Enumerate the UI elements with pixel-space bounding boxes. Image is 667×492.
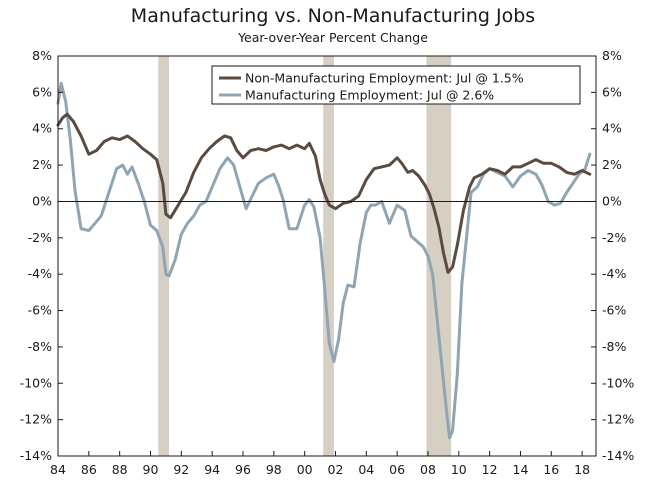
y-tick-label-right: 6% (602, 84, 622, 99)
x-tick-label: 88 (112, 462, 128, 477)
y-tick-label-left: -4% (28, 266, 52, 281)
x-tick-label: 00 (297, 462, 313, 477)
x-tick-label: 04 (358, 462, 374, 477)
recession-band-2 (426, 56, 452, 456)
x-tick-label: 86 (81, 462, 97, 477)
y-tick-label-left: -6% (28, 303, 52, 318)
chart-title: Manufacturing vs. Non-Manufacturing Jobs (131, 5, 535, 27)
y-tick-label-right: -12% (602, 412, 634, 427)
legend-box (211, 65, 581, 105)
x-tick-label: 90 (143, 462, 159, 477)
x-tick-label: 06 (389, 462, 405, 477)
legend: Non-Manufacturing Employment: Jul @ 1.5%… (211, 65, 581, 105)
y-tick-label-left: -8% (28, 339, 52, 354)
y-tick-label-left: 8% (32, 48, 52, 63)
x-tick-label: 98 (266, 462, 282, 477)
y-tick-label-left: -2% (28, 230, 52, 245)
chart-subtitle: Year-over-Year Percent Change (237, 30, 428, 45)
x-tick-label: 08 (420, 462, 436, 477)
y-tick-label-right: -10% (602, 375, 634, 390)
y-tick-label-right: 4% (602, 121, 622, 136)
y-tick-label-left: 4% (32, 121, 52, 136)
x-tick-label: 84 (50, 462, 66, 477)
x-tick-label: 12 (482, 462, 498, 477)
y-tick-label-left: -14% (20, 448, 52, 463)
x-tick-label: 96 (235, 462, 251, 477)
y-tick-label-right: -2% (602, 230, 626, 245)
y-tick-label-right: 0% (602, 193, 622, 208)
y-tick-label-right: -4% (602, 266, 626, 281)
legend-label: Manufacturing Employment: Jul @ 2.6% (245, 88, 494, 103)
y-tick-label-left: 0% (32, 193, 52, 208)
axes: 8% 8% 6% 6% 4% 4% 2% 2% 0% 0% -2% -2% -4% -4% -6% -6% -8… (20, 48, 635, 477)
non-manufacturing-line (56, 112, 592, 274)
y-tick-label-right: -14% (602, 448, 634, 463)
x-tick-label: 10 (451, 462, 467, 477)
y-tick-label-right: -8% (602, 339, 626, 354)
x-tick-label: 02 (328, 462, 344, 477)
y-tick-label-left: 6% (32, 84, 52, 99)
series-lines (56, 81, 592, 440)
x-tick-label: 18 (574, 462, 590, 477)
y-tick-label-left: 2% (32, 157, 52, 172)
recession-bands (158, 56, 452, 456)
recession-band-1 (323, 56, 334, 456)
x-tick-label: 16 (543, 462, 559, 477)
x-tick-label: 14 (513, 462, 529, 477)
y-tick-label-right: -6% (602, 303, 626, 318)
y-tick-label-left: -10% (20, 375, 52, 390)
plot-frame (57, 55, 597, 457)
y-tick-label-right: 2% (602, 157, 622, 172)
legend-label: Non-Manufacturing Employment: Jul @ 1.5% (245, 71, 524, 86)
y-tick-label-left: -12% (20, 412, 52, 427)
y-tick-label-right: 8% (602, 48, 622, 63)
x-tick-label: 94 (204, 462, 220, 477)
x-tick-label: 92 (173, 462, 189, 477)
